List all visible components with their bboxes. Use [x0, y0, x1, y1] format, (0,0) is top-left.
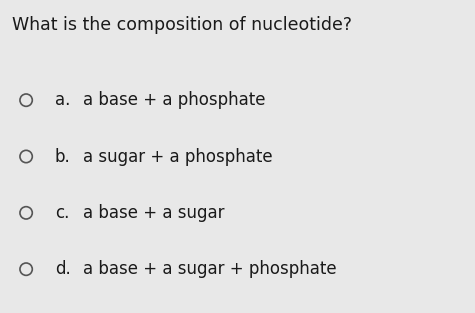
Text: a base + a phosphate: a base + a phosphate — [83, 91, 266, 109]
Text: a.: a. — [55, 91, 70, 109]
Text: d.: d. — [55, 260, 70, 278]
Text: What is the composition of nucleotide?: What is the composition of nucleotide? — [12, 16, 352, 34]
Text: b.: b. — [55, 147, 70, 166]
Text: a sugar + a phosphate: a sugar + a phosphate — [83, 147, 273, 166]
Text: c.: c. — [55, 204, 69, 222]
Text: a base + a sugar + phosphate: a base + a sugar + phosphate — [83, 260, 337, 278]
Text: a base + a sugar: a base + a sugar — [83, 204, 225, 222]
